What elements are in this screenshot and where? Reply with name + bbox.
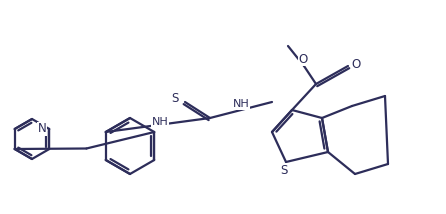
Text: N: N (38, 122, 47, 135)
Text: NH: NH (233, 99, 249, 109)
Text: NH: NH (152, 117, 168, 127)
Text: O: O (298, 52, 308, 65)
Text: S: S (281, 163, 288, 177)
Text: S: S (171, 92, 179, 104)
Text: O: O (351, 58, 361, 70)
